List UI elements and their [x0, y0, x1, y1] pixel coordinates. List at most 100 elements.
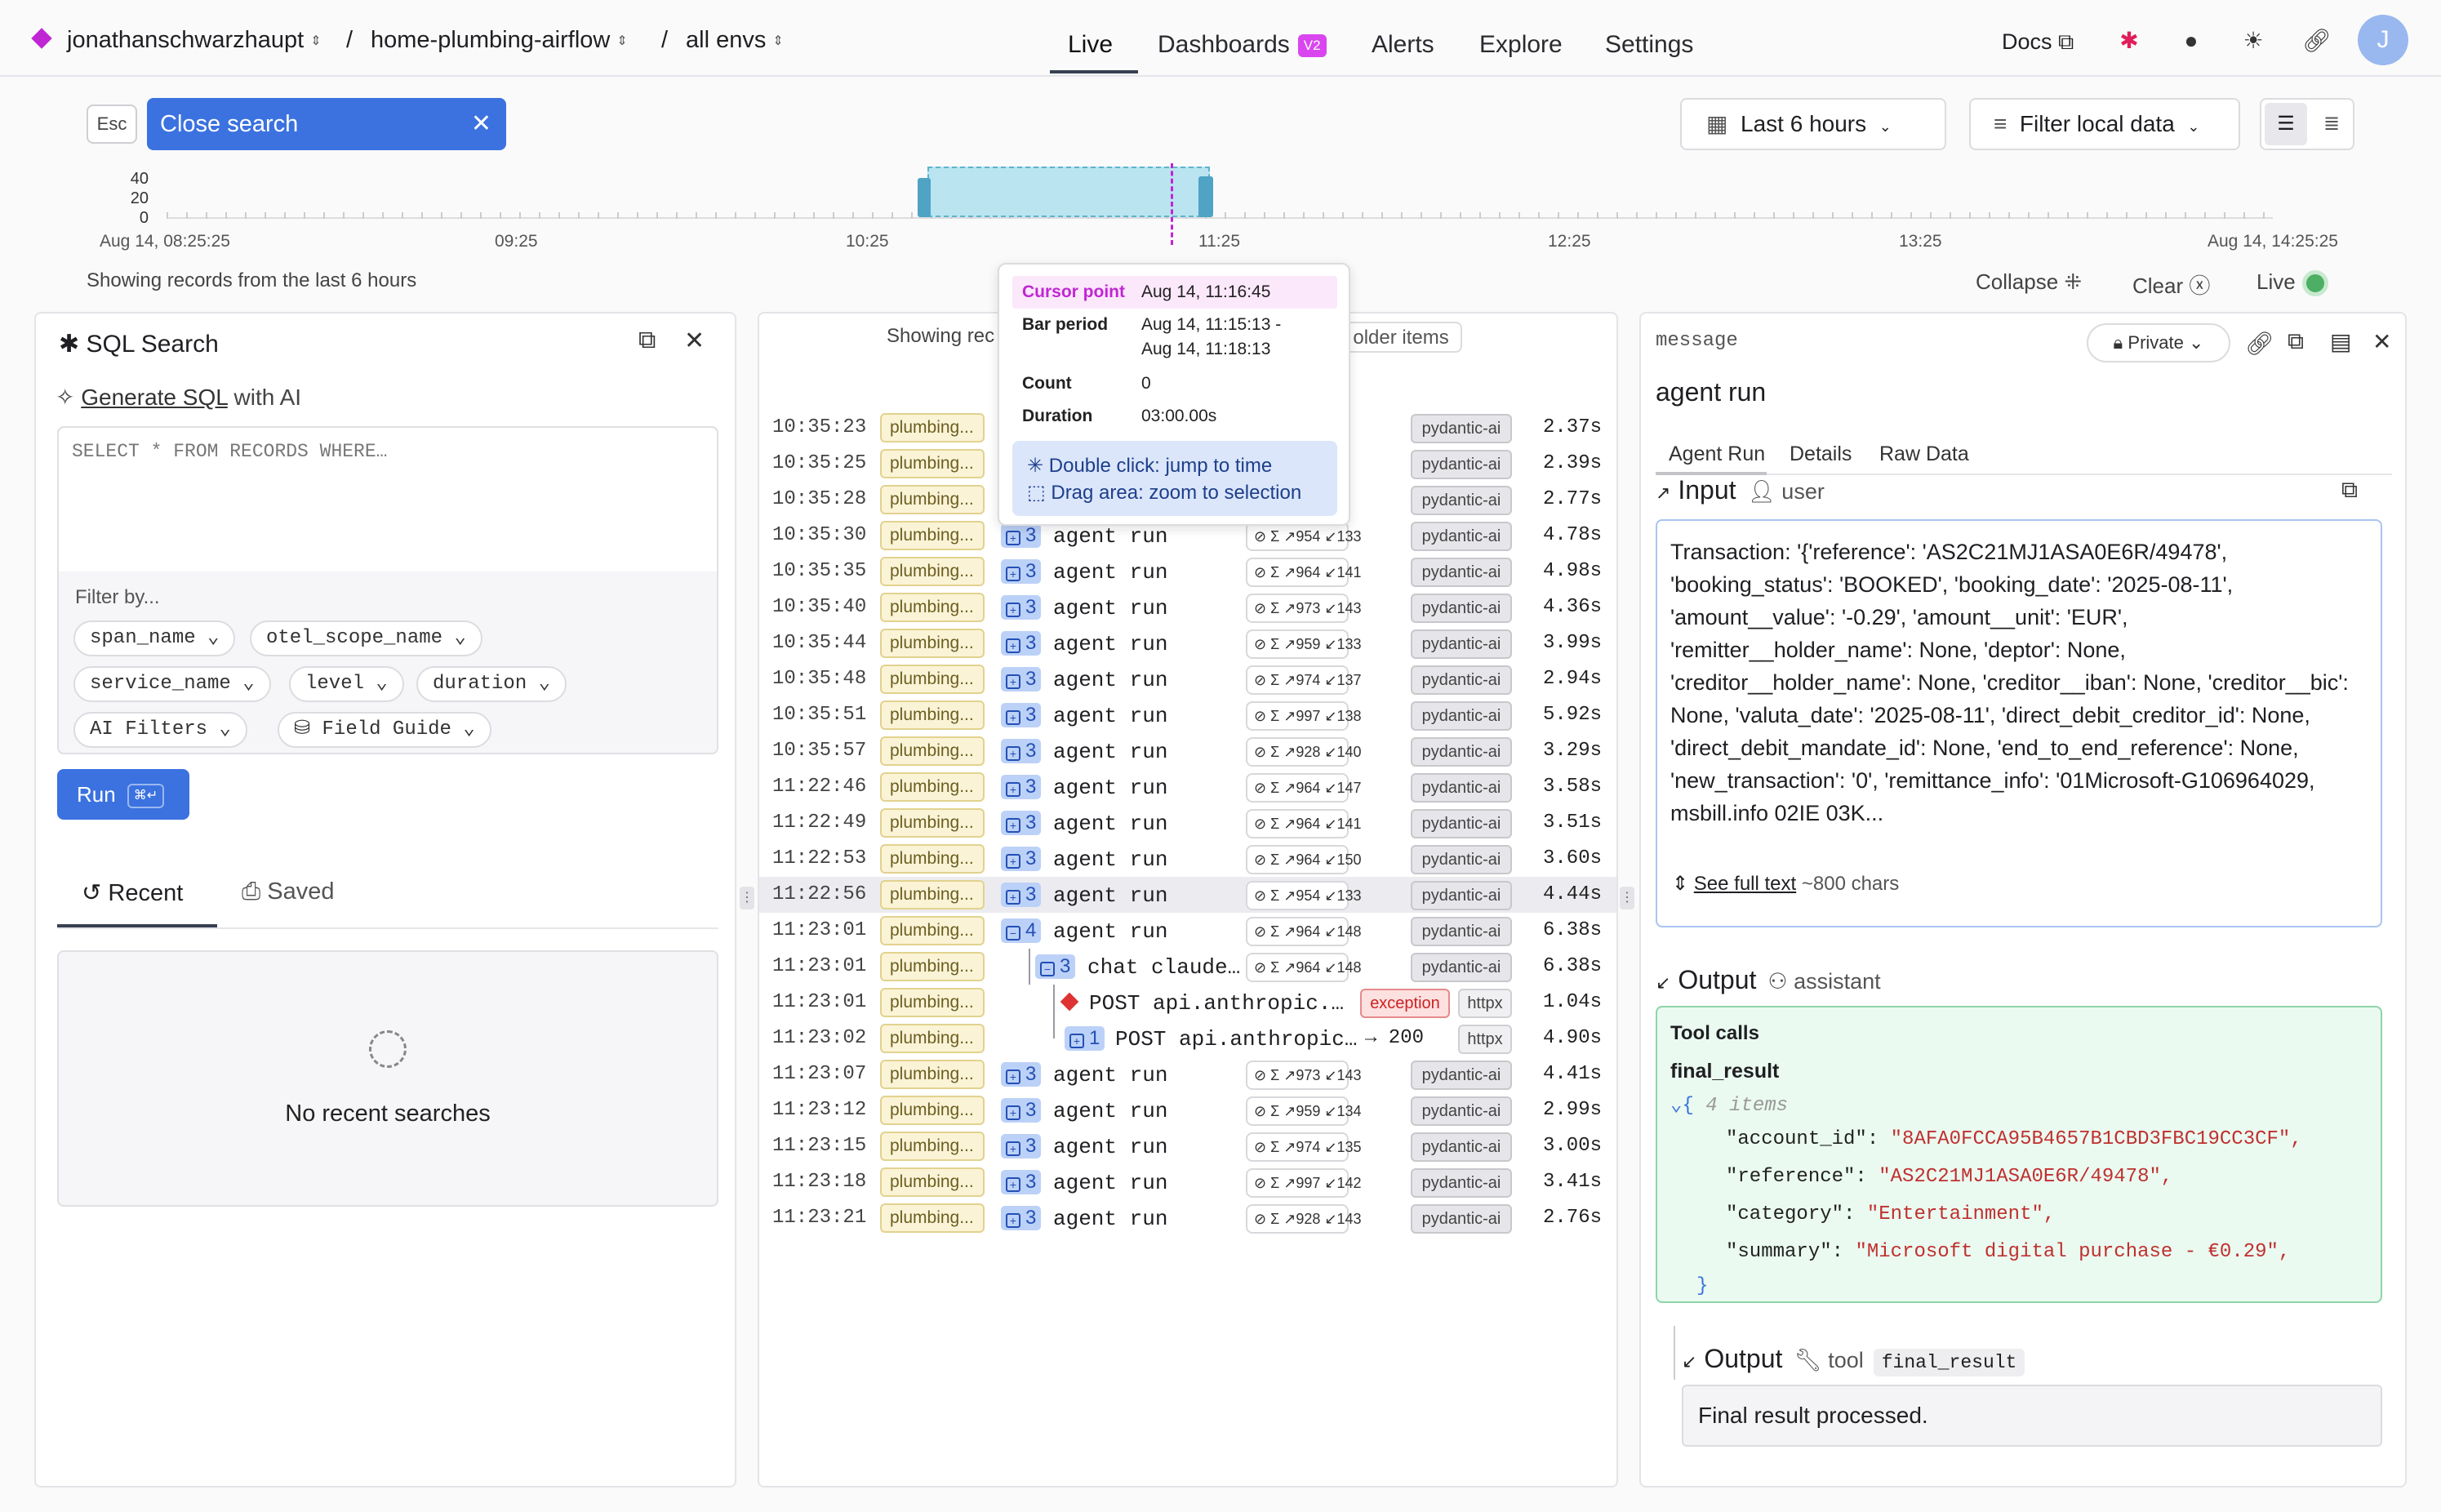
slack-icon[interactable]: ✱ — [2119, 28, 2139, 53]
table-row[interactable]: 11:23:01 plumbing... POST api.anthropic.… e… — [759, 985, 1616, 1021]
open-external-icon[interactable]: ⧉ — [638, 327, 656, 354]
scope-tag: pydantic-ai — [1411, 773, 1512, 803]
table-row[interactable]: 10:35:40 plumbing... +3 agent run ⊘ Σ ↗973 ↙… — [759, 589, 1616, 625]
live-toggle[interactable]: Live — [2256, 269, 2328, 297]
child-count-badge[interactable]: +3 — [1001, 1098, 1042, 1123]
table-row[interactable]: 11:23:18 plumbing... +3 agent run ⊘ Σ ↗997 ↙… — [759, 1164, 1616, 1200]
table-row[interactable]: 10:35:51 plumbing... +3 agent run ⊘ Σ ↗997 ↙… — [759, 697, 1616, 733]
tab-alerts[interactable]: Alerts — [1372, 31, 1434, 58]
tab-settings[interactable]: Settings — [1605, 31, 1694, 58]
child-count-badge[interactable]: +3 — [1001, 739, 1042, 763]
table-row[interactable]: 10:35:35 plumbing... +3 agent run ⊘ Σ ↗964 ↙… — [759, 554, 1616, 589]
calendar-icon: ▦ — [1706, 111, 1728, 136]
child-count-badge[interactable]: +3 — [1001, 667, 1042, 692]
table-row[interactable]: 11:23:02 plumbing... +1 POST api.anthropic…… — [759, 1021, 1616, 1056]
table-row[interactable]: 10:35:57 plumbing... +3 agent run ⊘ Σ ↗928 ↙… — [759, 733, 1616, 769]
child-count-badge[interactable]: +3 — [1001, 883, 1042, 907]
breadcrumb-org[interactable]: jonathanschwarzhaupt ⇕ — [67, 27, 322, 53]
table-row[interactable]: 10:35:48 plumbing... +3 agent run ⊘ Σ ↗974 ↙… — [759, 661, 1616, 697]
histogram-bar[interactable] — [918, 178, 931, 217]
tab-dashboards[interactable]: Dashboards V2 — [1158, 31, 1327, 59]
child-count-badge[interactable]: −3 — [1035, 954, 1076, 979]
filter-chip-field-guide[interactable]: ⛁ Field Guide ⌄ — [278, 712, 491, 748]
child-count-badge[interactable]: +3 — [1001, 1170, 1042, 1194]
resize-handle[interactable]: ⋮ — [740, 887, 754, 909]
tab-agent-run[interactable]: Agent Run — [1669, 442, 1766, 465]
list-view-icon[interactable]: ≣ — [2323, 113, 2341, 135]
collapse-button[interactable]: Collapse ⁜ — [1976, 269, 2083, 294]
row-timestamp: 10:35:57 — [772, 740, 867, 762]
selection-range[interactable] — [927, 167, 1210, 217]
table-row[interactable]: 10:35:44 plumbing... +3 agent run ⊘ Σ ↗959 ↙… — [759, 625, 1616, 661]
child-count-badge[interactable]: −4 — [1001, 918, 1042, 943]
breadcrumb-project[interactable]: home-plumbing-airflow ⇕ — [371, 27, 628, 53]
table-row[interactable]: 11:22:49 plumbing... +3 agent run ⊘ Σ ↗964 ↙… — [759, 805, 1616, 841]
tab-details[interactable]: Details — [1790, 442, 1852, 465]
top-navigation: jonathanschwarzhaupt ⇕ / home-plumbing-ai… — [0, 0, 2441, 77]
docs-link[interactable]: Docs ⧉ — [2002, 29, 2074, 54]
table-row[interactable]: 11:23:07 plumbing... +3 agent run ⊘ Σ ↗973 ↙… — [759, 1056, 1616, 1092]
table-row[interactable]: 11:23:01 plumbing... −3 chat claude… ⊘ Σ ↗96… — [759, 949, 1616, 985]
child-count-badge[interactable]: +3 — [1001, 1134, 1042, 1158]
private-visibility-button[interactable]: 🔒︎ Private ⌄ — [2087, 323, 2230, 362]
close-search-button[interactable]: Close search ✕ — [147, 98, 506, 150]
table-row[interactable]: 11:22:46 plumbing... +3 agent run ⊘ Σ ↗964 ↙… — [759, 769, 1616, 805]
generate-sql-link[interactable]: ✧ Generate SQL with AI — [56, 385, 302, 410]
tab-live[interactable]: Live — [1068, 31, 1114, 58]
tab-explore[interactable]: Explore — [1479, 31, 1563, 58]
link-icon[interactable]: 🔗︎ — [2245, 331, 2274, 356]
filter-chip-span-name[interactable]: span_name ⌄ — [73, 620, 236, 656]
sql-input[interactable]: SELECT * FROM RECORDS WHERE… — [59, 428, 717, 571]
close-icon[interactable]: ✕ — [684, 327, 705, 354]
child-count-badge[interactable]: +3 — [1001, 1062, 1042, 1087]
github-icon[interactable]: ● — [2184, 28, 2199, 53]
child-count-badge[interactable]: +3 — [1001, 847, 1042, 871]
loading-spinner-icon — [369, 1030, 407, 1068]
child-count-badge[interactable]: +3 — [1001, 523, 1042, 548]
filter-local-data-dropdown[interactable]: ≡ Filter local data ⌄ — [1969, 98, 2240, 150]
archive-icon[interactable]: ▤ — [2330, 329, 2352, 354]
table-row[interactable]: 11:23:21 plumbing... +3 agent run ⊘ Σ ↗928 ↙… — [759, 1200, 1616, 1236]
avatar[interactable]: J — [2358, 15, 2408, 65]
copy-icon[interactable]: ⧉ — [2341, 477, 2358, 502]
child-count-badge[interactable]: +3 — [1001, 559, 1042, 584]
tab-saved[interactable]: ⎙ Saved — [242, 878, 335, 905]
child-count-badge[interactable]: +3 — [1001, 595, 1042, 620]
child-count-badge[interactable]: +3 — [1001, 631, 1042, 656]
open-external-icon[interactable]: ⧉ — [2288, 328, 2304, 354]
table-row[interactable]: 10:35:30 plumbing... +3 agent run ⊘ Σ ↗954 ↙… — [759, 518, 1616, 554]
row-duration: 2.39s — [1542, 452, 1602, 474]
child-count-badge[interactable]: +1 — [1065, 1026, 1105, 1051]
table-row[interactable]: 11:23:12 plumbing... +3 agent run ⊘ Σ ↗959 ↙… — [759, 1092, 1616, 1128]
clear-button[interactable]: Clear ⓧ — [2132, 273, 2211, 298]
child-count-badge[interactable]: +3 — [1001, 1206, 1042, 1230]
tab-recent[interactable]: ↺ Recent — [82, 880, 184, 906]
filter-chip-ai-filters[interactable]: AI Filters ⌄ — [73, 712, 247, 748]
chevron-down-icon: ⌄ — [242, 673, 255, 695]
table-row[interactable]: 11:23:15 plumbing... +3 agent run ⊘ Σ ↗974 ↙… — [759, 1128, 1616, 1164]
timeline-histogram[interactable]: 40 20 0 Aug 14, 08:25:25 09:25 10:25 11:… — [82, 163, 2368, 253]
resize-handle[interactable]: ⋮ — [1620, 887, 1634, 909]
link-icon[interactable]: 🔗︎ — [2302, 28, 2332, 53]
child-count-badge[interactable]: +3 — [1001, 775, 1042, 799]
table-row[interactable]: 11:23:01 plumbing... −4 agent run ⊘ Σ ↗964 ↙… — [759, 913, 1616, 949]
breadcrumb-environment[interactable]: all envs ⇕ — [686, 27, 784, 53]
json-collapse-toggle[interactable]: ⌄{ 4 items — [1670, 1095, 1789, 1117]
filter-chip-service-name[interactable]: service_name ⌄ — [73, 666, 271, 702]
run-button[interactable]: Run ⌘↵ — [57, 769, 189, 820]
see-full-text-link[interactable]: ⇕ See full text ~800 chars — [1672, 873, 1900, 895]
filter-chip-otel-scope-name[interactable]: otel_scope_name ⌄ — [250, 620, 482, 656]
child-count-badge[interactable]: +3 — [1001, 811, 1042, 835]
child-count-badge[interactable]: +3 — [1001, 703, 1042, 727]
sun-icon[interactable]: ☀ — [2243, 28, 2264, 53]
table-row[interactable]: 11:22:56 plumbing... +3 agent run ⊘ Σ ↗954 ↙… — [759, 877, 1616, 913]
tab-raw-data[interactable]: Raw Data — [1879, 442, 1969, 465]
row-timestamp: 11:22:49 — [772, 812, 867, 834]
filter-chip-duration[interactable]: duration ⌄ — [416, 666, 567, 702]
close-icon[interactable]: ✕ — [2372, 329, 2392, 354]
filter-chip-level[interactable]: level ⌄ — [289, 666, 404, 702]
tree-view-icon[interactable]: ☰ — [2265, 103, 2307, 145]
table-row[interactable]: 11:22:53 plumbing... +3 agent run ⊘ Σ ↗964 ↙… — [759, 841, 1616, 877]
time-range-dropdown[interactable]: ▦ Last 6 hours ⌄ — [1680, 98, 1946, 150]
histogram-bar[interactable] — [1198, 176, 1213, 217]
